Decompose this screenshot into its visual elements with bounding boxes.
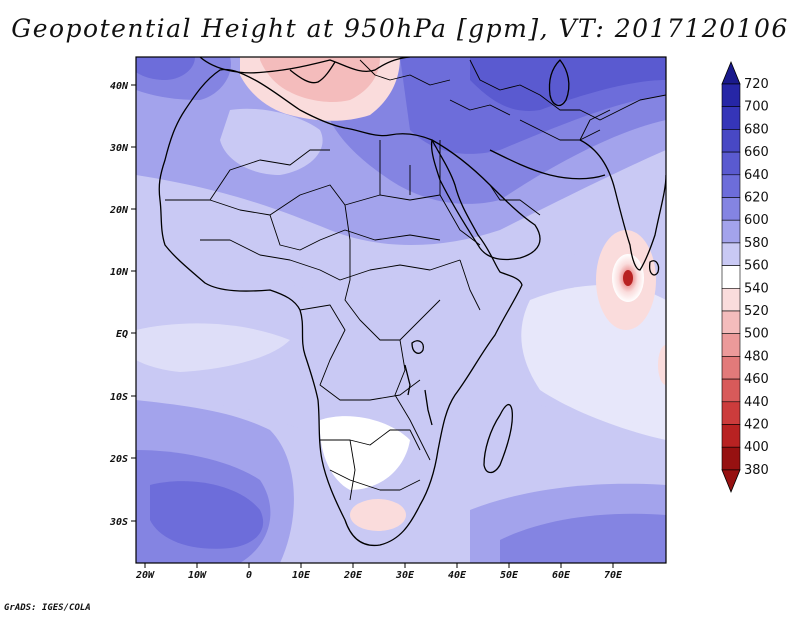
country-borders xyxy=(165,59,666,501)
colorbar-level-label: 540 xyxy=(744,281,769,296)
lon-tick-label: 0 xyxy=(246,570,252,581)
colorbar-swatch xyxy=(721,378,741,403)
colorbar-swatch xyxy=(721,83,741,108)
lat-axis: 40N 30N 20N 10N EQ 10S 20S 30S xyxy=(109,81,136,528)
contour-field xyxy=(136,57,666,563)
lon-axis: 20W 10W 0 10E 20E 30E 40E 50E 60E 70E xyxy=(135,563,623,581)
colorbar-level-label: 400 xyxy=(744,440,769,455)
lon-tick-label: 10W xyxy=(188,570,207,581)
lat-tick-label: 10N xyxy=(110,267,129,278)
colorbar-swatch xyxy=(721,401,741,425)
colorbar-swatch xyxy=(721,174,741,198)
colorbar-level-label: 380 xyxy=(744,463,769,478)
colorbar-swatch xyxy=(721,333,741,357)
colorbar-swatch xyxy=(721,242,741,266)
lon-tick-label: 40E xyxy=(448,570,467,581)
map-title: Geopotential Height at 950hPa [gpm], VT:… xyxy=(11,14,789,43)
lat-tick-label: 40N xyxy=(110,81,129,92)
lat-tick-label: 20S xyxy=(109,454,128,465)
colorbar-level-label: 640 xyxy=(744,168,769,183)
colorbar-level-label: 520 xyxy=(744,304,769,319)
colorbar-swatch xyxy=(721,287,741,312)
colorbar-swatch xyxy=(721,197,741,221)
colorbar-level-label: 720 xyxy=(744,77,769,92)
colorbar-level-label: 500 xyxy=(744,327,769,342)
colorbar-swatch xyxy=(721,129,741,153)
colorbar: 720 700 680 660 640 620 600 580 560 540 520 500 480 4… xyxy=(721,60,769,493)
colorbar-swatch xyxy=(721,219,741,244)
colorbar-level-label: 560 xyxy=(744,259,769,274)
colorbar-level-label: 480 xyxy=(744,349,769,364)
colorbar-level-label: 440 xyxy=(744,395,769,410)
lat-tick-label: 20N xyxy=(109,205,129,216)
colorbar-level-label: 600 xyxy=(744,213,769,228)
colorbar-swatch xyxy=(721,151,741,176)
lon-tick-label: 30E xyxy=(395,570,415,581)
colorbar-swatch xyxy=(721,310,741,335)
lat-tick-label: 30N xyxy=(109,143,129,154)
lon-tick-label: 60E xyxy=(552,570,571,581)
colorbar-swatch xyxy=(721,265,741,289)
colorbar-swatch xyxy=(721,446,741,471)
colorbar-level-label: 660 xyxy=(744,145,769,160)
colorbar-level-label: 460 xyxy=(744,372,769,387)
lat-tick-label: 30S xyxy=(109,517,128,528)
colorbar-level-label: 580 xyxy=(744,236,769,251)
lat-tick-label: 10S xyxy=(110,392,128,403)
lon-tick-label: 50E xyxy=(500,570,519,581)
colorbar-level-label: 420 xyxy=(744,418,769,433)
map-frame xyxy=(135,56,667,564)
colorbar-level-label: 680 xyxy=(744,122,769,137)
colorbar-level-label: 700 xyxy=(744,100,769,115)
colorbar-min-arrow xyxy=(721,469,741,493)
colorbar-max-arrow xyxy=(721,60,741,85)
lat-tick-label: EQ xyxy=(116,329,128,340)
lon-tick-label: 20E xyxy=(343,570,363,581)
lon-tick-label: 10E xyxy=(292,570,311,581)
colorbar-swatch xyxy=(721,424,741,448)
colorbar-swatch xyxy=(721,106,741,130)
lon-tick-label: 20W xyxy=(135,570,155,581)
colorbar-level-label: 620 xyxy=(744,191,769,206)
credit-label: GrADS: IGES/COLA xyxy=(4,603,91,613)
lon-tick-label: 70E xyxy=(604,570,623,581)
colorbar-swatch xyxy=(721,356,741,380)
